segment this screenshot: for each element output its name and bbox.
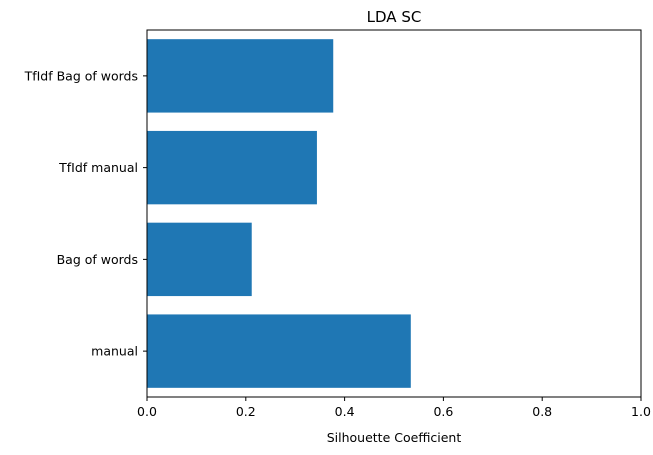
y-tick-label: Bag of words bbox=[57, 252, 138, 267]
y-tick-label: manual bbox=[91, 344, 138, 359]
bar-manual bbox=[147, 314, 411, 388]
y-tick-label: TfIdf manual bbox=[58, 160, 138, 175]
x-tick-label: 1.0 bbox=[631, 404, 651, 419]
x-tick-label: 0.8 bbox=[532, 404, 552, 419]
chart-title: LDA SC bbox=[367, 8, 422, 26]
x-tick-label: 0.2 bbox=[236, 404, 256, 419]
bar-bag-of-words bbox=[147, 222, 252, 297]
plot-frame bbox=[146, 29, 642, 398]
x-tick-label: 0.0 bbox=[137, 404, 157, 419]
x-axis-ticks: 0.0 0.2 0.4 0.6 0.8 1.0 bbox=[137, 397, 651, 419]
x-tick-label: 0.4 bbox=[335, 404, 355, 419]
y-axis-ticks: manual Bag of words TfIdf manual TfIdf Bag … bbox=[24, 68, 147, 359]
bars-group bbox=[147, 39, 411, 388]
y-tick-label: TfIdf Bag of words bbox=[24, 68, 138, 83]
x-axis-title: Silhouette Coefficient bbox=[327, 430, 462, 445]
bar-tfidf-manual bbox=[147, 130, 317, 205]
bar-tfidf-bag-of-words bbox=[147, 39, 334, 113]
x-tick-label: 0.6 bbox=[433, 404, 453, 419]
